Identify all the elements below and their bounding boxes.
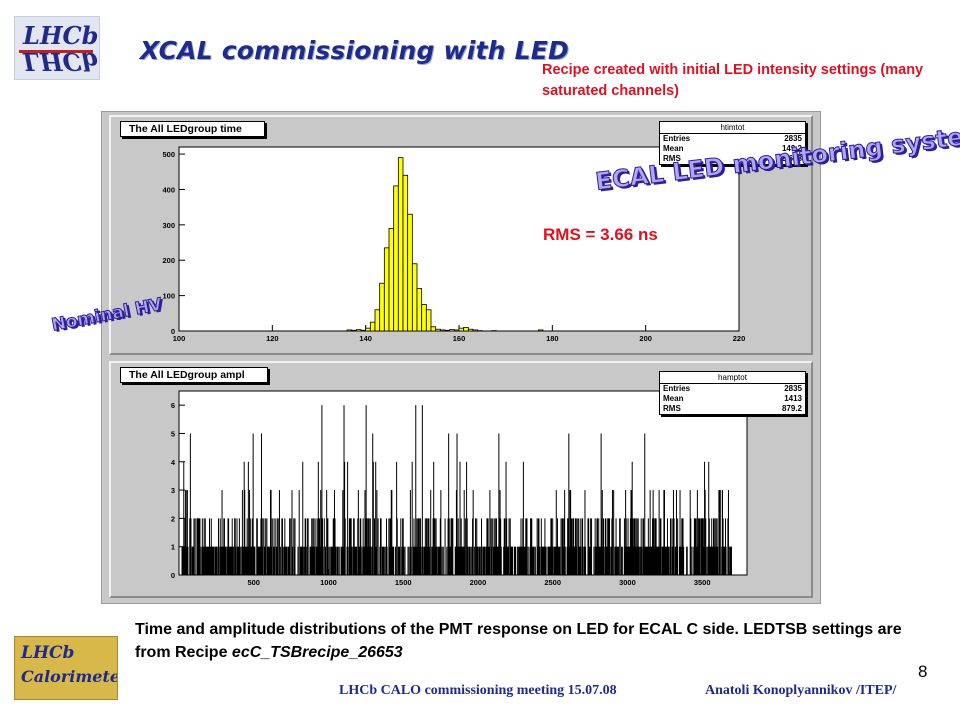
stats-name: htimtot bbox=[660, 122, 805, 134]
lhcb-logo: LHCb LHCb bbox=[14, 16, 100, 80]
time-bin bbox=[458, 327, 465, 332]
x-tick-label: 3000 bbox=[619, 578, 636, 587]
stats-rms-value: 3.658 bbox=[781, 154, 802, 163]
y-tick-label: 3 bbox=[171, 486, 175, 495]
y-tick-label: 2 bbox=[171, 514, 175, 523]
time-bin bbox=[407, 213, 413, 332]
time-bin bbox=[388, 227, 395, 332]
x-tick-label: 200 bbox=[639, 334, 652, 343]
y-tick-label: 300 bbox=[162, 221, 175, 230]
time-bin bbox=[449, 329, 455, 332]
stats-rms-value: 879.2 bbox=[781, 404, 802, 413]
logo-bar bbox=[19, 50, 93, 53]
time-bin bbox=[425, 309, 432, 332]
time-bin bbox=[463, 327, 469, 332]
y-tick-label: 1 bbox=[171, 543, 175, 552]
y-tick-label: 100 bbox=[162, 292, 175, 301]
page-number: 8 bbox=[918, 662, 928, 681]
x-tick-label: 180 bbox=[546, 334, 559, 343]
time-bin bbox=[383, 247, 390, 332]
x-tick-label: 140 bbox=[359, 334, 372, 343]
time-bin bbox=[397, 157, 404, 332]
amplitude-stats-box: hamptot Entries 2835 Mean 1413 RMS 879.2 bbox=[659, 371, 806, 415]
time-stats-box: htimtot Entries 2835 Mean 149.2 RMS 3.658 bbox=[659, 121, 806, 165]
time-bin bbox=[416, 288, 423, 332]
x-tick-label: 1500 bbox=[395, 578, 412, 587]
x-tick-label: 220 bbox=[733, 334, 746, 343]
stats-mean-label: Mean bbox=[663, 394, 684, 403]
y-tick-label: 5 bbox=[171, 429, 175, 438]
stats-entries-label: Entries bbox=[663, 384, 691, 393]
y-tick-label: 0 bbox=[171, 327, 175, 336]
y-tick-label: 200 bbox=[162, 256, 175, 265]
y-tick-label: 0 bbox=[171, 571, 175, 580]
stats-mean-value: 1413 bbox=[784, 394, 802, 403]
logo-text: LHCb bbox=[21, 643, 75, 663]
x-tick-label: 160 bbox=[453, 334, 466, 343]
time-bin bbox=[467, 328, 474, 332]
logo-subtitle: Calorimeters bbox=[21, 667, 117, 686]
y-tick-label: 400 bbox=[162, 185, 175, 194]
time-bin bbox=[430, 326, 437, 332]
footer-author: Anatoli Konoplyannikov /ITEP/ bbox=[705, 683, 897, 698]
x-tick-label: 1000 bbox=[320, 578, 337, 587]
x-tick-label: 2500 bbox=[544, 578, 561, 587]
logo-text: LHCb bbox=[23, 21, 99, 50]
stats-entries-value: 2835 bbox=[784, 134, 802, 143]
time-bin bbox=[421, 304, 427, 332]
slide-title: XCAL commissioning with LED bbox=[140, 36, 569, 65]
y-tick-label: 500 bbox=[162, 150, 175, 159]
stats-mean-label: Mean bbox=[663, 144, 684, 153]
time-bin bbox=[393, 185, 399, 332]
x-tick-label: 500 bbox=[247, 578, 260, 587]
time-bin bbox=[411, 263, 418, 332]
slide-caption: Time and amplitude distributions of the … bbox=[135, 618, 915, 664]
x-tick-label: 120 bbox=[266, 334, 279, 343]
recipe-note: Recipe created with initial LED intensit… bbox=[542, 62, 924, 99]
stats-entries-label: Entries bbox=[663, 134, 691, 143]
time-bin bbox=[472, 329, 479, 332]
time-histogram-pad: 100 120 140 160 180 200 220 0 100 200 300 400 500 Th… bbox=[109, 115, 813, 355]
time-bin bbox=[355, 329, 362, 332]
footer-meeting: LHCb CALO commissioning meeting 15.07.08 bbox=[339, 683, 617, 698]
time-bin bbox=[379, 282, 385, 332]
caption-text: Time and amplitude distributions of the … bbox=[135, 621, 902, 661]
time-bin bbox=[351, 329, 357, 332]
y-tick-label: 6 bbox=[171, 401, 175, 410]
x-tick-label: 3500 bbox=[694, 578, 711, 587]
root-canvas: 100 120 140 160 180 200 220 0 100 200 300 400 500 Th… bbox=[101, 111, 821, 604]
time-bin bbox=[369, 321, 376, 332]
stats-entries-value: 2835 bbox=[784, 384, 802, 393]
amplitude-histogram-title: The All LEDgroup ampl bbox=[120, 367, 268, 383]
rms-annotation: RMS = 3.66 ns bbox=[543, 225, 658, 244]
amplitude-histogram: 500 1000 1500 2000 2500 3000 3500 0 1 2 3 4 5 6 bbox=[171, 390, 748, 587]
stats-mean-value: 149.2 bbox=[781, 144, 802, 153]
time-bin bbox=[435, 328, 441, 332]
time-bin bbox=[374, 309, 381, 332]
time-bin bbox=[346, 329, 353, 332]
calorimeters-logo: LHCb Calorimeters bbox=[14, 636, 118, 700]
time-bin bbox=[360, 329, 367, 332]
time-bin bbox=[365, 327, 371, 332]
y-tick-label: 4 bbox=[171, 458, 176, 467]
time-bin bbox=[537, 329, 544, 332]
logo-text-mirrored: LHCb bbox=[23, 47, 99, 76]
time-histogram-title: The All LEDgroup time bbox=[120, 121, 265, 137]
time-bin bbox=[453, 329, 460, 332]
amplitude-histogram-pad: 500 1000 1500 2000 2500 3000 3500 0 1 2 3 4 5 6 The A… bbox=[109, 361, 813, 598]
x-tick-label: 2000 bbox=[470, 578, 487, 587]
stats-rms-label: RMS bbox=[663, 154, 681, 163]
x-tick-label: 100 bbox=[173, 334, 186, 343]
stats-name: hamptot bbox=[660, 372, 805, 384]
time-bin bbox=[402, 174, 409, 332]
time-bin bbox=[439, 329, 446, 332]
time-bin bbox=[444, 329, 451, 332]
caption-recipe-name: ecC_TSBrecipe_26653 bbox=[231, 644, 403, 661]
plot-area bbox=[178, 146, 740, 332]
stats-rms-label: RMS bbox=[663, 404, 681, 413]
